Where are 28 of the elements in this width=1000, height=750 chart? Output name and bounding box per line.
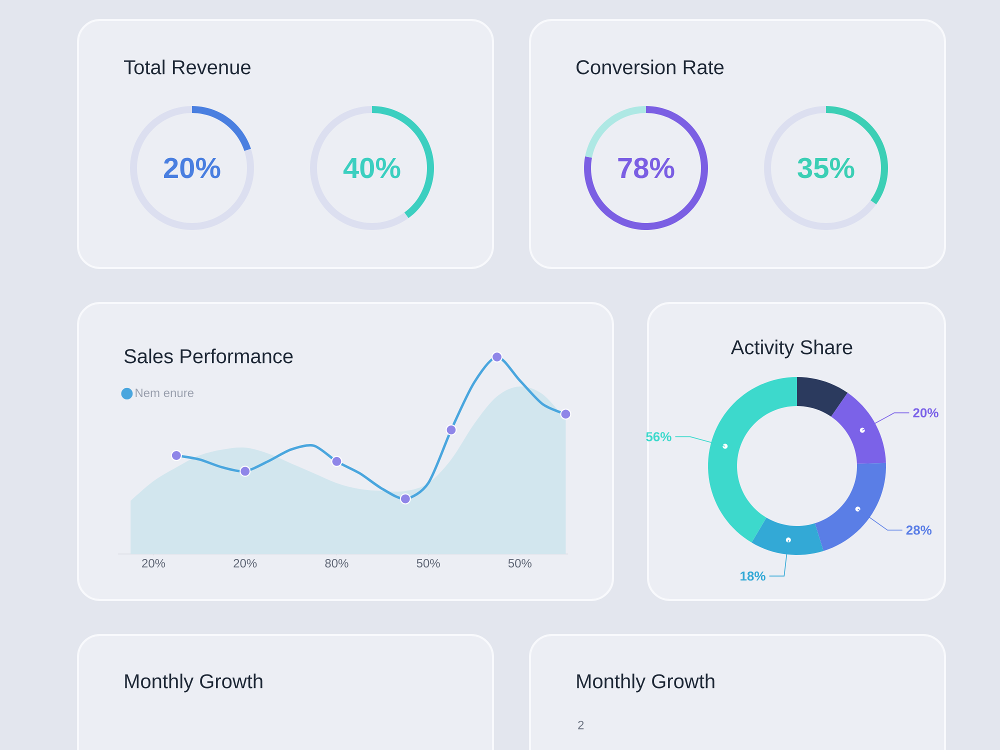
text: 40%	[343, 158, 400, 178]
chart-title: Activity Share	[730, 340, 852, 358]
chart-title: Sales Performance	[124, 348, 293, 364]
x-tick-label: 50%	[416, 559, 440, 568]
text: 35%	[798, 158, 854, 178]
x-tick-label: 50%	[508, 559, 532, 568]
point	[331, 456, 342, 467]
point	[560, 408, 572, 420]
x-tick-label: 80%	[325, 559, 348, 568]
x-tick-label: 20%	[234, 559, 257, 568]
point	[240, 466, 251, 477]
text: 2	[578, 720, 584, 730]
chart-title: Conversion Rate	[576, 60, 724, 74]
text: Monthly Growth	[125, 674, 262, 692]
point	[446, 424, 457, 436]
point	[170, 450, 182, 461]
text: Monthly Growth	[577, 674, 714, 692]
data-label: 20%	[913, 408, 938, 418]
text: 20%	[164, 158, 220, 178]
data-label: 18%	[740, 571, 766, 581]
x-tick-label: 20%	[142, 559, 166, 568]
data-label: 28%	[906, 526, 932, 535]
chart-title: Total Revenue	[124, 60, 250, 74]
text: 78%	[618, 158, 674, 178]
point	[400, 493, 411, 504]
legend-label: Nem enure	[136, 388, 194, 398]
data-label: 56%	[646, 432, 672, 442]
point	[492, 352, 503, 362]
